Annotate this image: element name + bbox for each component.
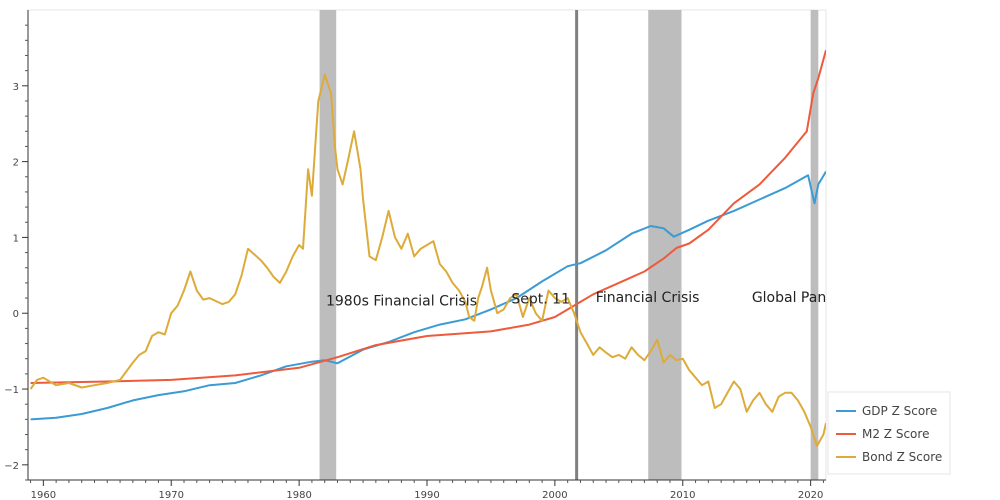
y-tick-label: 2 bbox=[13, 158, 19, 169]
recession-band-1 bbox=[648, 10, 682, 480]
annotation-1: Sept. 11 bbox=[511, 291, 570, 307]
x-tick-label: 1960 bbox=[31, 490, 56, 500]
m2-z-score-line bbox=[30, 49, 826, 384]
x-tick-label: 1980 bbox=[286, 490, 311, 500]
legend-label: M2 Z Score bbox=[862, 427, 929, 441]
annotation-3: Global Pan bbox=[752, 290, 826, 306]
x-tick-label: 2000 bbox=[542, 490, 567, 500]
x-tick-label: 1970 bbox=[159, 490, 184, 500]
annotation-2: Financial Crisis bbox=[596, 290, 700, 306]
x-tick-label: 2010 bbox=[670, 490, 695, 500]
x-tick-label: 1990 bbox=[414, 490, 439, 500]
y-tick-label: −1 bbox=[4, 385, 19, 396]
x-tick-label: 2020 bbox=[798, 490, 823, 500]
y-tick-label: 0 bbox=[13, 309, 19, 320]
bond-z-score-line bbox=[29, 73, 826, 447]
annotation-0: 1980s Financial Crisis bbox=[326, 294, 477, 310]
legend-label: GDP Z Score bbox=[862, 404, 937, 418]
legend-label: Bond Z Score bbox=[862, 450, 942, 464]
recession-band-0 bbox=[319, 10, 337, 480]
recession-band-2 bbox=[810, 10, 819, 480]
y-tick-label: 3 bbox=[13, 82, 19, 93]
gdp-z-score-line bbox=[30, 170, 826, 421]
y-tick-label: −2 bbox=[4, 461, 19, 472]
y-tick-label: 1 bbox=[13, 233, 19, 244]
